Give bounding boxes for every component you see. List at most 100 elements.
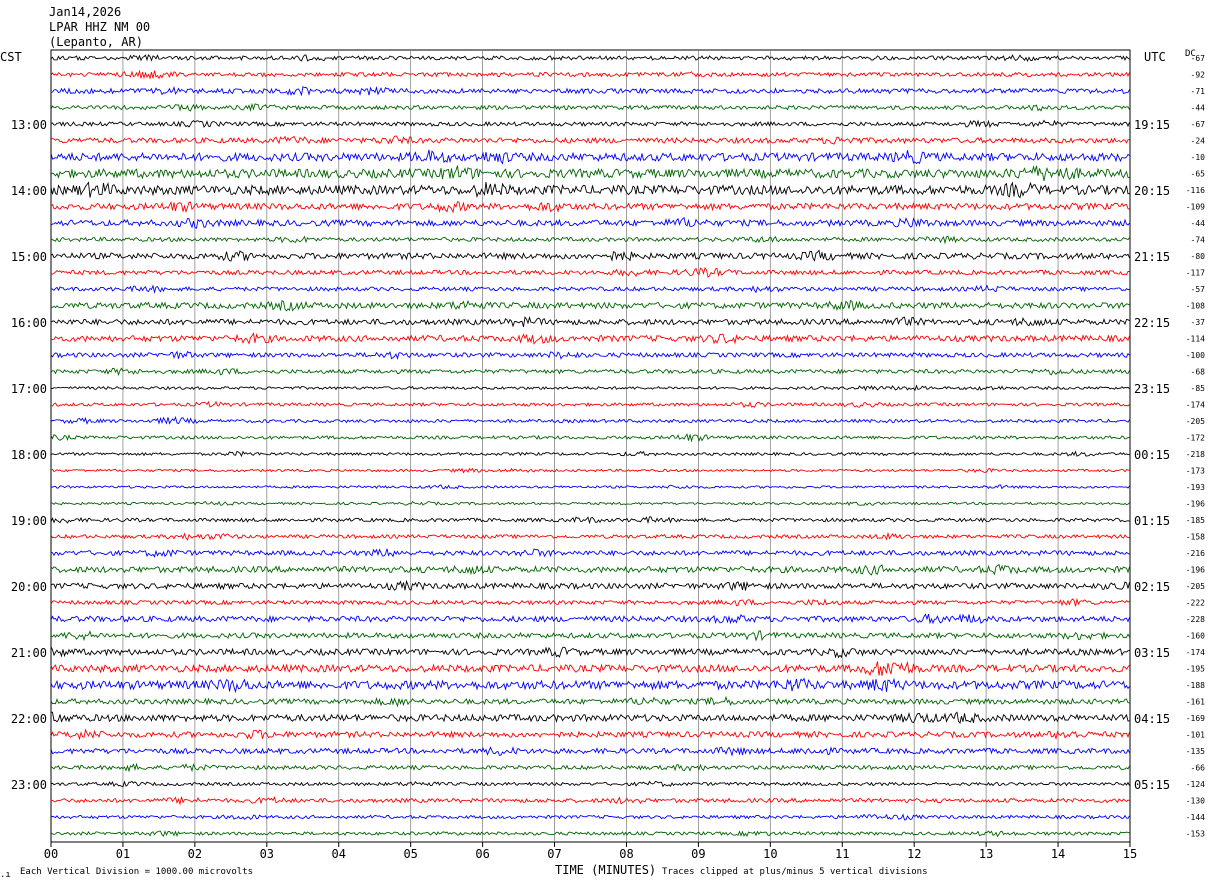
dc-column-label: DC	[1185, 49, 1196, 59]
trace-line	[50, 235, 1130, 245]
dc-offset-label: -174	[1186, 648, 1205, 657]
x-tick-label: 04	[332, 847, 346, 861]
x-tick-label: 12	[907, 847, 921, 861]
dc-offset-label: -24	[1191, 137, 1206, 146]
right-hour-label: 21:15	[1134, 250, 1170, 264]
trace-line	[50, 165, 1130, 181]
trace-line	[50, 119, 1130, 129]
right-hour-label: 23:15	[1134, 382, 1170, 396]
trace-line	[50, 316, 1130, 328]
dc-offset-label: -158	[1186, 533, 1205, 542]
dc-offset-label: -74	[1191, 236, 1206, 245]
dc-offset-label: -116	[1186, 186, 1205, 195]
plot-mark: .ı	[0, 870, 11, 880]
x-axis-title: TIME (MINUTES)	[555, 863, 657, 877]
dc-offset-label: -135	[1186, 747, 1205, 756]
trace-line	[50, 711, 1130, 724]
trace-line	[50, 531, 1130, 541]
right-hour-label: 00:15	[1134, 448, 1170, 462]
dc-offset-label: -169	[1186, 714, 1205, 723]
trace-line	[50, 613, 1130, 625]
dc-offset-label: -67	[1191, 120, 1206, 129]
trace-line	[50, 299, 1130, 312]
dc-offset-label: -174	[1186, 401, 1205, 410]
dc-offset-label: -172	[1186, 434, 1205, 443]
trace-line	[50, 332, 1130, 345]
trace-line	[50, 216, 1130, 229]
x-tick-label: 14	[1051, 847, 1065, 861]
trace-line	[50, 762, 1130, 773]
x-tick-label: 09	[691, 847, 705, 861]
right-hour-label: 05:15	[1134, 778, 1170, 792]
right-hour-label: 03:15	[1134, 646, 1170, 660]
chart-station: LPAR HHZ NM 00	[49, 20, 151, 34]
dc-offset-label: -92	[1191, 71, 1206, 80]
trace-line	[50, 69, 1130, 80]
left-hour-label: 15:00	[11, 250, 47, 264]
right-hour-label: 20:15	[1134, 184, 1170, 198]
dc-offset-label: -144	[1186, 813, 1205, 822]
trace-line	[50, 484, 1130, 490]
dc-offset-label: -66	[1191, 764, 1206, 773]
dc-offset-label: -101	[1186, 731, 1205, 740]
dc-offset-label: -195	[1186, 665, 1205, 674]
x-tick-label: 01	[116, 847, 130, 861]
left-hour-label: 23:00	[11, 778, 47, 792]
trace-line	[50, 646, 1130, 659]
trace-line	[50, 181, 1130, 199]
trace-line	[50, 467, 1130, 474]
right-timezone-label: UTC	[1144, 50, 1166, 64]
trace-line	[50, 267, 1130, 278]
trace-line	[50, 415, 1130, 425]
dc-offset-label: -124	[1186, 780, 1205, 789]
right-hour-label: 19:15	[1134, 118, 1170, 132]
trace-line	[50, 249, 1130, 262]
dc-offset-label: -85	[1191, 384, 1206, 393]
trace-line	[50, 597, 1130, 607]
x-tick-label: 05	[403, 847, 417, 861]
x-tick-label: 03	[260, 847, 274, 861]
clip-note: Traces clipped at plus/minus 5 vertical …	[662, 867, 928, 877]
left-hour-label: 16:00	[11, 316, 47, 330]
trace-line	[50, 695, 1130, 708]
x-tick-label: 07	[547, 847, 561, 861]
trace-line	[50, 830, 1130, 838]
trace-line	[50, 780, 1130, 788]
dc-offset-label: -173	[1186, 467, 1205, 476]
dc-offset-label: -68	[1191, 368, 1206, 377]
dc-offset-label: -109	[1186, 203, 1205, 212]
trace-line	[50, 516, 1130, 525]
right-hour-label: 01:15	[1134, 514, 1170, 528]
trace-line	[50, 433, 1130, 443]
dc-offset-label: -205	[1186, 582, 1205, 591]
trace-line	[50, 500, 1130, 506]
trace-line	[50, 796, 1130, 806]
dc-offset-label: -218	[1186, 450, 1205, 459]
dc-offset-label: -130	[1186, 797, 1205, 806]
left-hour-label: 17:00	[11, 382, 47, 396]
trace-line	[50, 563, 1130, 576]
x-tick-label: 00	[44, 847, 58, 861]
left-hour-label: 14:00	[11, 184, 47, 198]
dc-offset-label: -188	[1186, 681, 1205, 690]
left-hour-label: 22:00	[11, 712, 47, 726]
x-tick-label: 06	[475, 847, 489, 861]
left-timezone-label: CST	[0, 50, 22, 64]
left-hour-label: 18:00	[11, 448, 47, 462]
trace-line	[50, 630, 1130, 642]
left-hour-label: 20:00	[11, 580, 47, 594]
trace-line	[50, 728, 1130, 741]
dc-offset-label: -10	[1191, 153, 1206, 162]
x-tick-label: 08	[619, 847, 633, 861]
chart-date: Jan14,2026	[49, 5, 122, 19]
left-hour-label: 21:00	[11, 646, 47, 660]
dc-offset-label: -108	[1186, 302, 1205, 311]
dc-offset-label: -228	[1186, 615, 1205, 624]
right-hour-label: 02:15	[1134, 580, 1170, 594]
x-tick-label: 11	[835, 847, 849, 861]
dc-offset-label: -205	[1186, 417, 1205, 426]
left-hour-label: 13:00	[11, 118, 47, 132]
right-hour-label: 04:15	[1134, 712, 1170, 726]
trace-line	[50, 677, 1130, 694]
